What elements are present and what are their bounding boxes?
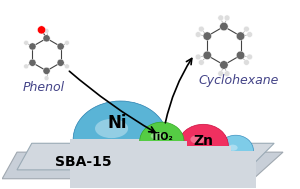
Ellipse shape xyxy=(86,114,157,171)
Circle shape xyxy=(29,43,36,50)
Circle shape xyxy=(247,54,253,60)
Polygon shape xyxy=(2,152,283,179)
Ellipse shape xyxy=(73,105,168,182)
Ellipse shape xyxy=(96,121,148,163)
Circle shape xyxy=(64,64,69,69)
Ellipse shape xyxy=(178,124,228,167)
Bar xyxy=(137,141,187,188)
Ellipse shape xyxy=(101,124,143,159)
Ellipse shape xyxy=(228,145,238,151)
Circle shape xyxy=(44,29,49,33)
Circle shape xyxy=(38,26,46,34)
Text: TiO₂: TiO₂ xyxy=(150,132,173,142)
Ellipse shape xyxy=(113,133,132,149)
Ellipse shape xyxy=(151,132,164,140)
Bar xyxy=(215,151,256,188)
Circle shape xyxy=(244,26,249,32)
Circle shape xyxy=(203,32,212,40)
Circle shape xyxy=(203,51,212,60)
Circle shape xyxy=(218,71,224,77)
Ellipse shape xyxy=(88,115,154,169)
Circle shape xyxy=(64,40,69,45)
Circle shape xyxy=(195,54,201,60)
Ellipse shape xyxy=(98,123,146,161)
Text: Zn: Zn xyxy=(193,134,213,148)
Ellipse shape xyxy=(103,126,141,157)
Circle shape xyxy=(218,15,224,21)
Circle shape xyxy=(199,26,204,32)
Ellipse shape xyxy=(140,122,184,161)
Circle shape xyxy=(44,76,49,81)
Ellipse shape xyxy=(78,108,163,177)
Text: Ni: Ni xyxy=(108,114,127,132)
Circle shape xyxy=(24,40,28,45)
Circle shape xyxy=(199,60,204,65)
Ellipse shape xyxy=(76,107,166,180)
Ellipse shape xyxy=(116,135,130,146)
Circle shape xyxy=(24,64,28,69)
Circle shape xyxy=(29,59,36,66)
Ellipse shape xyxy=(81,110,161,176)
Circle shape xyxy=(236,32,245,40)
Circle shape xyxy=(224,71,230,77)
Ellipse shape xyxy=(111,131,134,151)
Ellipse shape xyxy=(218,135,254,166)
Ellipse shape xyxy=(118,137,128,144)
Ellipse shape xyxy=(121,139,126,142)
Circle shape xyxy=(220,22,228,31)
Circle shape xyxy=(220,61,228,69)
Circle shape xyxy=(224,15,230,21)
Circle shape xyxy=(57,43,64,50)
Circle shape xyxy=(195,32,201,37)
Bar xyxy=(70,139,171,188)
Ellipse shape xyxy=(91,117,152,167)
Ellipse shape xyxy=(93,119,150,165)
Ellipse shape xyxy=(190,135,204,144)
Ellipse shape xyxy=(73,101,168,178)
Circle shape xyxy=(236,51,245,60)
Ellipse shape xyxy=(106,128,139,155)
Circle shape xyxy=(57,59,64,66)
Circle shape xyxy=(43,67,50,74)
Ellipse shape xyxy=(108,130,137,153)
Text: Cyclohexane: Cyclohexane xyxy=(199,74,279,87)
Circle shape xyxy=(247,32,253,37)
Text: SBA-15: SBA-15 xyxy=(56,156,112,170)
Ellipse shape xyxy=(83,112,159,174)
Circle shape xyxy=(244,60,249,65)
Bar xyxy=(175,146,231,188)
Text: Phenol: Phenol xyxy=(22,81,64,94)
Ellipse shape xyxy=(95,119,128,138)
Circle shape xyxy=(43,35,50,42)
Polygon shape xyxy=(17,143,274,170)
